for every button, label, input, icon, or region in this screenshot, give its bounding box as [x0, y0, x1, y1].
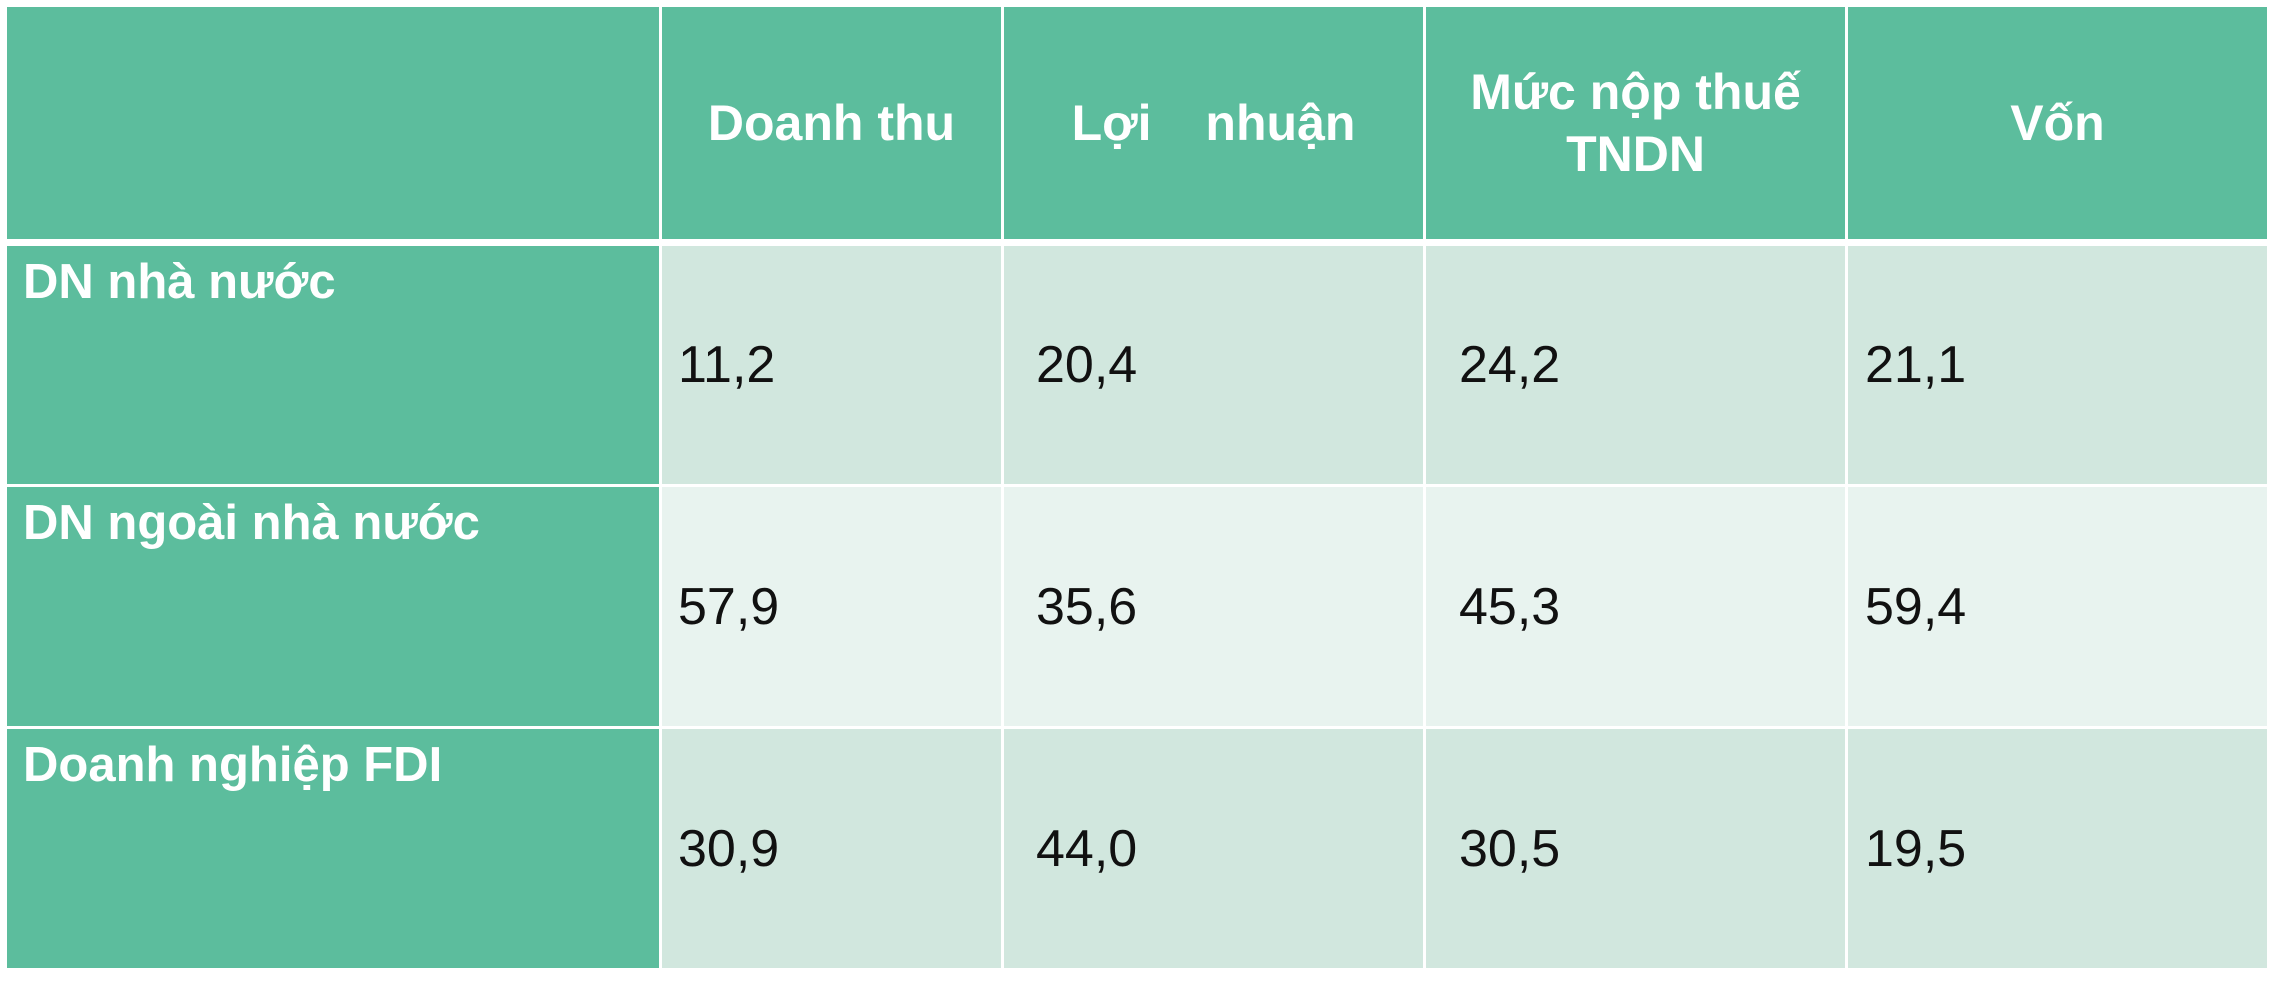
header-corner — [7, 7, 659, 239]
column-header: Doanh thu — [662, 7, 1001, 239]
cell-value: 11,2 — [662, 246, 1001, 484]
cell-value: 45,3 — [1426, 487, 1845, 726]
cell-value: 20,4 — [1004, 246, 1423, 484]
column-header: Lợi nhuận — [1004, 7, 1423, 239]
cell-value: 44,0 — [1004, 729, 1423, 968]
row-label: DN ngoài nhà nước — [7, 487, 659, 726]
cell-value: 59,4 — [1848, 487, 2267, 726]
cell-value: 19,5 — [1848, 729, 2267, 968]
cell-value: 21,1 — [1848, 246, 2267, 484]
cell-value: 57,9 — [662, 487, 1001, 726]
cell-value: 30,9 — [662, 729, 1001, 968]
row-label: Doanh nghiệp FDI — [7, 729, 659, 968]
row-label: DN nhà nước — [7, 246, 659, 484]
cell-value: 24,2 — [1426, 246, 1845, 484]
column-header: Vốn — [1848, 7, 2267, 239]
cell-value: 30,5 — [1426, 729, 1845, 968]
table: Doanh thu Lợi nhuận Mức nộp thuế TNDN Vố… — [7, 7, 2267, 968]
column-header: Mức nộp thuế TNDN — [1426, 7, 1845, 239]
cell-value: 35,6 — [1004, 487, 1423, 726]
